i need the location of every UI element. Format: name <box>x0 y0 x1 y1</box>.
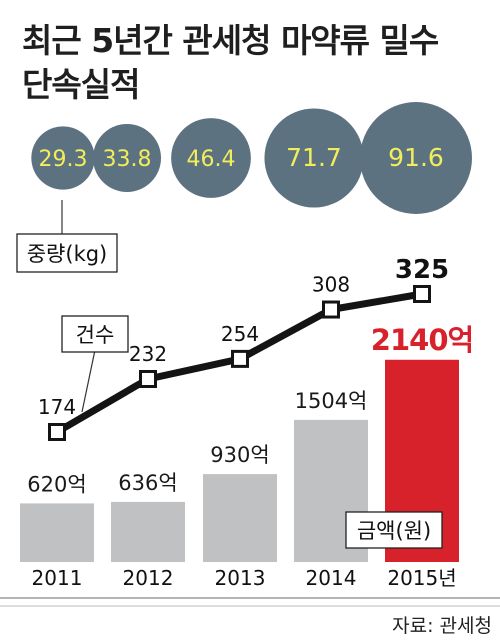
count-value-labels: 174 232 254 308 325 <box>38 255 449 419</box>
amount-legend-label: 금액(원) <box>357 519 431 543</box>
weight-bubble-3 <box>264 108 364 208</box>
weight-value-label-4: 91.6 <box>388 143 444 172</box>
weight-bubble-1 <box>92 123 162 193</box>
weight-bubble-4 <box>360 102 472 214</box>
weight-bubble-2 <box>171 118 251 198</box>
chart-title-line-2: 단속실적 <box>22 65 140 104</box>
count-value-label-0: 174 <box>38 395 76 419</box>
count-value-label-1: 232 <box>129 342 167 366</box>
x-axis-label-1: 2012 <box>123 566 174 590</box>
weight-bubble-0 <box>31 126 95 190</box>
amount-value-label-2: 930억 <box>210 443 269 467</box>
count-point-2 <box>231 349 249 368</box>
amount-value-label-3: 1504억 <box>295 389 368 413</box>
source-note: 자료: 관세청 <box>392 615 492 637</box>
weight-legend-label: 중량(kg) <box>27 242 108 266</box>
weight-bubbles: 29.3 33.8 46.4 71.7 91.6 <box>31 102 472 214</box>
x-axis-labels: 2011 2012 2013 2014 2015년 <box>32 566 457 590</box>
amount-legend: 금액(원) <box>345 511 443 549</box>
count-point-1 <box>139 369 157 388</box>
count-legend-label: 건수 <box>76 323 115 347</box>
amount-bar-0 <box>20 503 94 562</box>
x-axis-label-4: 2015년 <box>387 566 456 590</box>
weight-value-label-2: 46.4 <box>187 147 236 172</box>
count-value-label-2: 254 <box>221 322 259 346</box>
amount-bar-1 <box>111 501 185 562</box>
count-line <box>48 285 431 441</box>
count-value-label-4: 325 <box>395 255 449 285</box>
amount-value-label-4: 2140억 <box>371 323 473 357</box>
count-legend-box <box>61 315 129 353</box>
weight-value-label-0: 29.3 <box>39 147 88 172</box>
amount-bar-labels: 620억 636억 930억 1504억 2140억 <box>27 323 474 497</box>
count-value-label-3: 308 <box>312 273 350 297</box>
weight-value-label-1: 33.8 <box>103 147 152 172</box>
weight-value-label-3: 71.7 <box>286 143 342 172</box>
chart-title-line-1: 최근 5년간 관세청 마약류 밀수 <box>22 21 439 60</box>
weight-legend-box <box>16 233 118 273</box>
x-axis-label-0: 2011 <box>32 566 83 590</box>
amount-value-label-0: 620억 <box>27 472 86 496</box>
amount-bars <box>20 359 459 562</box>
x-axis-label-2: 2013 <box>215 566 266 590</box>
count-legend-leader <box>81 349 96 413</box>
count-point-3 <box>322 300 340 319</box>
amount-legend-box <box>345 511 443 549</box>
x-axis-label-3: 2014 <box>306 566 357 590</box>
amount-value-label-1: 636억 <box>118 471 177 495</box>
weight-legend: 중량(kg) <box>16 200 118 273</box>
count-legend: 건수 <box>61 315 129 413</box>
amount-bar-2 <box>203 474 277 562</box>
count-point-0 <box>48 423 66 441</box>
count-point-4 <box>413 285 431 303</box>
